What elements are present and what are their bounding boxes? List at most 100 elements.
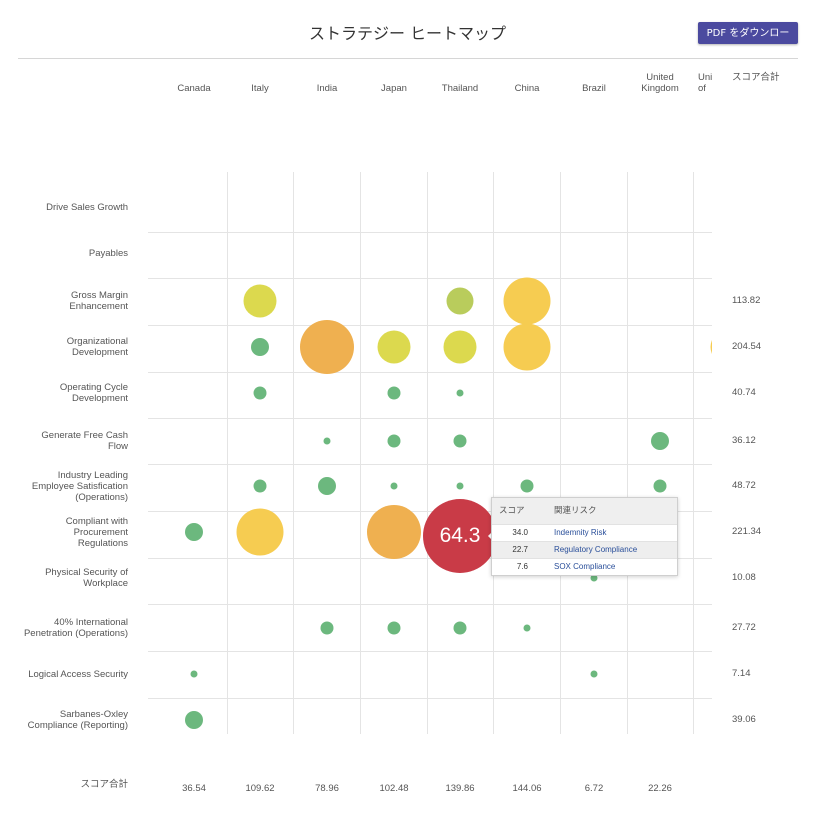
heatmap-grid (148, 172, 712, 734)
grid-column-line (693, 172, 694, 734)
grid-row-line (148, 372, 712, 373)
tooltip-row: 34.0 Indemnity Risk (492, 524, 677, 541)
grid-column-line (560, 172, 561, 734)
row-total: 204.54 (732, 341, 762, 352)
grid-column-line (227, 172, 228, 734)
tooltip-risk-link[interactable]: SOX Compliance (554, 562, 616, 571)
column-header: Brazil (582, 83, 606, 94)
column-total: 144.06 (512, 783, 542, 794)
row-label: Generate Free Cash Flow (41, 430, 128, 452)
tooltip-score-header: スコア (499, 506, 525, 516)
heatmap-bubble[interactable] (590, 670, 598, 678)
grid-row-line (148, 278, 712, 279)
download-pdf-button[interactable]: PDF をダウンロード (698, 22, 798, 61)
heatmap-bubble[interactable] (300, 320, 354, 374)
row-total: 48.72 (732, 480, 756, 491)
column-total: 36.54 (182, 783, 206, 794)
tooltip-risk-link[interactable]: Regulatory Compliance (554, 545, 638, 554)
heatmap-bubble[interactable] (185, 523, 203, 541)
grid-column-line (427, 172, 428, 734)
grid-row-line (148, 325, 712, 326)
tooltip-risk-link[interactable]: Indemnity Risk (554, 528, 607, 537)
heatmap-bubble[interactable] (456, 389, 464, 397)
tooltip-risk-header: 関連リスク (554, 506, 597, 516)
grid-column-line (627, 172, 628, 734)
grid-row-line (148, 232, 712, 233)
column-header: Italy (251, 83, 269, 94)
heatmap-bubble[interactable] (367, 505, 421, 559)
column-total: 22.26 (648, 783, 672, 794)
row-total: 40.74 (732, 387, 756, 398)
heatmap-bubble[interactable] (253, 479, 267, 493)
heatmap-bubble[interactable] (653, 479, 667, 493)
heatmap-bubble[interactable] (456, 482, 464, 490)
column-total: 78.96 (315, 783, 339, 794)
heatmap-bubble[interactable] (387, 621, 401, 635)
risk-tooltip: スコア 関連リスク 34.0 Indemnity Risk 22.7 Regul… (491, 497, 678, 576)
heatmap-bubble[interactable] (651, 432, 669, 450)
grid-row-line (148, 698, 712, 699)
heatmap-bubble[interactable] (377, 330, 411, 364)
heatmap-bubble[interactable] (503, 323, 551, 371)
heatmap-bubble[interactable] (387, 434, 401, 448)
tooltip-caret (488, 531, 493, 541)
score-total-header: スコア合計 (732, 72, 780, 83)
heatmap-bubble[interactable] (253, 386, 267, 400)
column-header: India (316, 83, 338, 94)
grid-column-line (493, 172, 494, 734)
column-total: 6.72 (584, 783, 604, 794)
grid-row-line (148, 604, 712, 605)
column-total: 109.62 (245, 783, 275, 794)
row-label: Payables (88, 247, 128, 259)
heatmap-bubble[interactable] (390, 482, 398, 490)
heatmap-bubble[interactable] (190, 670, 198, 678)
heatmap-bubble[interactable] (243, 284, 277, 318)
grid-row-line (148, 511, 712, 512)
grid-row-line (148, 418, 712, 419)
row-label: 40% International Penetration (Operations… (23, 617, 128, 639)
heatmap-bubble[interactable] (520, 479, 534, 493)
column-header: China (514, 83, 540, 94)
heatmap-bubble[interactable] (387, 386, 401, 400)
highlighted-bubble[interactable]: 64.3 (423, 499, 497, 573)
column-header: United Kingdom (641, 72, 679, 94)
heatmap-bubble[interactable] (453, 621, 467, 635)
heatmap-bubble[interactable] (251, 338, 269, 356)
tooltip-score: 7.6 (516, 562, 528, 571)
row-label: Compliant with Procurement Regulations (65, 515, 128, 549)
heatmap-bubble[interactable] (185, 711, 203, 729)
row-label: Gross Margin Enhancement (69, 290, 128, 312)
row-total: 36.12 (732, 435, 756, 446)
heatmap-bubble[interactable] (453, 434, 467, 448)
heatmap-bubble[interactable] (590, 574, 598, 582)
heatmap-bubble[interactable] (710, 330, 712, 364)
row-total: 221.34 (732, 526, 762, 537)
column-header: Uni of (698, 72, 712, 94)
heatmap-bubble[interactable] (446, 287, 474, 315)
heatmap-bubble[interactable] (320, 621, 334, 635)
heatmap-bubble[interactable] (523, 624, 531, 632)
row-total: 39.06 (732, 714, 756, 725)
heatmap-bubble[interactable] (323, 437, 331, 445)
row-label: Physical Security of Workplace (45, 567, 128, 589)
row-label: Operating Cycle Development (59, 382, 128, 404)
header-divider (18, 58, 798, 59)
tooltip-row: 7.6 SOX Compliance (492, 558, 677, 575)
row-label: Drive Sales Growth (46, 201, 128, 213)
grid-column-line (360, 172, 361, 734)
heatmap-bubble[interactable] (503, 277, 551, 325)
row-total: 27.72 (732, 622, 756, 633)
row-total: 113.82 (732, 295, 761, 306)
row-total: 10.08 (732, 572, 756, 583)
tooltip-score: 22.7 (512, 545, 528, 554)
column-header: Canada (177, 83, 211, 94)
row-total: 7.14 (732, 668, 751, 679)
tooltip-score: 34.0 (512, 528, 528, 537)
heatmap-bubble[interactable] (236, 508, 284, 556)
heatmap-bubble[interactable] (318, 477, 336, 495)
column-total: 102.48 (379, 783, 409, 794)
grid-column-line (293, 172, 294, 734)
row-label: Logical Access Security (28, 668, 128, 680)
column-header: Japan (381, 83, 407, 94)
heatmap-bubble[interactable] (443, 330, 477, 364)
